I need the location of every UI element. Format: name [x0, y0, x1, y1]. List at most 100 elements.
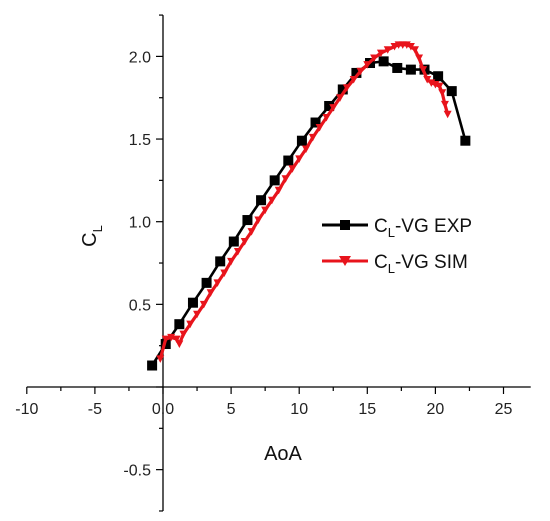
- data-point: [172, 335, 181, 344]
- svg-text:CL-VG SIM: CL-VG SIM: [374, 252, 468, 276]
- x-tick-label: 25: [495, 401, 513, 418]
- data-point: [213, 279, 222, 287]
- series-line-exp: [151, 60, 467, 367]
- series-sim: [156, 41, 452, 363]
- y-tick-label: 1.0: [129, 215, 151, 232]
- legend-label-exp-main: C: [374, 216, 388, 237]
- data-point: [419, 66, 428, 74]
- legend-marker-sim: [339, 256, 351, 266]
- data-point: [281, 175, 290, 183]
- data-point: [242, 215, 253, 226]
- data-point: [336, 94, 345, 102]
- data-point: [310, 117, 321, 128]
- data-point: [392, 62, 403, 73]
- data-point: [193, 310, 202, 319]
- data-point: [438, 89, 447, 97]
- legend: CL-VG EXP CL-VG SIM: [322, 216, 472, 276]
- data-point: [186, 320, 195, 329]
- data-point: [433, 71, 444, 82]
- x-tick-label: 20: [427, 401, 445, 418]
- data-point: [460, 135, 471, 146]
- data-point: [356, 67, 365, 76]
- data-point: [295, 155, 304, 163]
- data-point: [228, 236, 239, 247]
- svg-text:CL: CL: [79, 225, 105, 247]
- data-point: [315, 123, 324, 132]
- legend-label-sim-sub: L: [388, 261, 395, 276]
- legend-entry-exp: CL-VG EXP: [322, 216, 472, 240]
- data-point: [406, 42, 415, 51]
- labels: AoA CL: [79, 225, 303, 465]
- data-point: [446, 86, 457, 97]
- y-axis-title-sub: L: [90, 225, 105, 232]
- data-point: [233, 247, 242, 256]
- data-point: [267, 196, 276, 205]
- y-axis-title-main: C: [79, 232, 101, 246]
- data-point: [269, 175, 280, 186]
- data-point: [302, 145, 311, 153]
- y-tick-label: -0.5: [123, 463, 151, 480]
- data-point: [329, 104, 338, 112]
- data-point: [322, 114, 331, 122]
- y-tick-label: 1.5: [129, 132, 151, 149]
- data-point: [261, 206, 270, 215]
- data-point: [337, 84, 348, 95]
- data-point: [383, 46, 392, 54]
- data-point: [423, 76, 432, 84]
- x-tick-label: -10: [15, 401, 38, 418]
- data-point: [376, 49, 385, 58]
- data-point: [363, 61, 372, 69]
- data-point: [175, 340, 184, 349]
- data-point: [410, 46, 419, 54]
- data-point: [342, 84, 351, 92]
- data-point: [415, 54, 424, 63]
- x-tick-label: 15: [358, 401, 376, 418]
- series-line-sim: [158, 43, 450, 360]
- y-tick-label: 2.0: [129, 49, 151, 66]
- data-point: [254, 216, 263, 225]
- data-point: [215, 256, 226, 267]
- data-point: [201, 277, 212, 288]
- svg-text:CL-VG EXP: CL-VG EXP: [374, 216, 472, 240]
- data-point: [435, 82, 444, 91]
- y-tick-label: 0.5: [129, 297, 151, 314]
- legend-label-sim-suffix: -VG SIM: [395, 252, 468, 273]
- data-point: [324, 100, 335, 111]
- data-point: [156, 355, 165, 363]
- data-point: [296, 135, 307, 146]
- data-point: [247, 228, 256, 236]
- data-point: [288, 165, 297, 173]
- data-point: [440, 100, 449, 109]
- axes: -10 -5 0.0 5 10 15 20 25 -0.5 0.5 1.0 1.5 2.0: [15, 14, 531, 512]
- data-point: [349, 76, 358, 84]
- legend-entry-sim: CL-VG SIM: [322, 252, 468, 276]
- data-point: [187, 297, 198, 308]
- x-tick-label: 10: [290, 401, 308, 418]
- data-point: [199, 300, 208, 309]
- x-tick-label: 5: [227, 401, 236, 418]
- data-point: [240, 238, 249, 246]
- data-point: [405, 64, 416, 75]
- data-point: [274, 186, 283, 195]
- data-point: [174, 319, 185, 330]
- legend-label-sim-main: C: [374, 252, 388, 273]
- x-tick-label: -5: [88, 401, 102, 418]
- data-point: [227, 257, 236, 266]
- x-axis-title: AoA: [264, 443, 302, 465]
- data-point: [308, 133, 317, 142]
- x-tick-label: 0.0: [152, 401, 174, 418]
- data-point: [220, 269, 229, 277]
- data-point: [147, 360, 158, 371]
- series-exp: [147, 56, 471, 371]
- y-axis-title: CL: [79, 225, 105, 247]
- data-point: [443, 110, 452, 119]
- data-point: [161, 335, 170, 344]
- data-point: [283, 155, 294, 166]
- series-layer: [147, 41, 471, 371]
- data-point: [370, 54, 379, 63]
- legend-label-exp-sub: L: [388, 225, 395, 240]
- data-point: [351, 67, 362, 78]
- data-point: [206, 289, 215, 297]
- legend-marker-exp: [340, 220, 350, 230]
